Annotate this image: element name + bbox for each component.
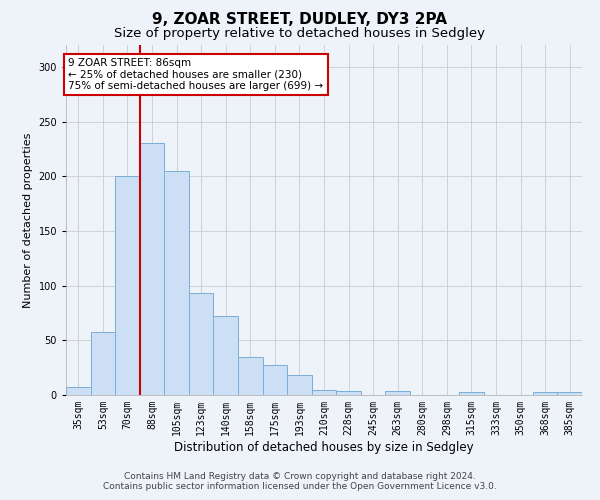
Bar [263,366,287,395]
Bar [66,388,91,395]
Bar [287,376,312,395]
Bar [385,390,410,395]
Bar [557,392,582,395]
Bar [115,176,140,395]
Bar [214,316,238,395]
Bar [533,392,557,395]
Bar [164,171,189,395]
Bar [459,392,484,395]
Text: Contains HM Land Registry data © Crown copyright and database right 2024.
Contai: Contains HM Land Registry data © Crown c… [103,472,497,491]
Bar [238,356,263,395]
Text: Size of property relative to detached houses in Sedgley: Size of property relative to detached ho… [115,28,485,40]
Bar [189,294,214,395]
Bar [140,144,164,395]
Y-axis label: Number of detached properties: Number of detached properties [23,132,33,308]
Bar [91,332,115,395]
Bar [336,390,361,395]
Bar [312,390,336,395]
X-axis label: Distribution of detached houses by size in Sedgley: Distribution of detached houses by size … [174,440,474,454]
Text: 9 ZOAR STREET: 86sqm
← 25% of detached houses are smaller (230)
75% of semi-deta: 9 ZOAR STREET: 86sqm ← 25% of detached h… [68,58,323,92]
Text: 9, ZOAR STREET, DUDLEY, DY3 2PA: 9, ZOAR STREET, DUDLEY, DY3 2PA [152,12,448,28]
